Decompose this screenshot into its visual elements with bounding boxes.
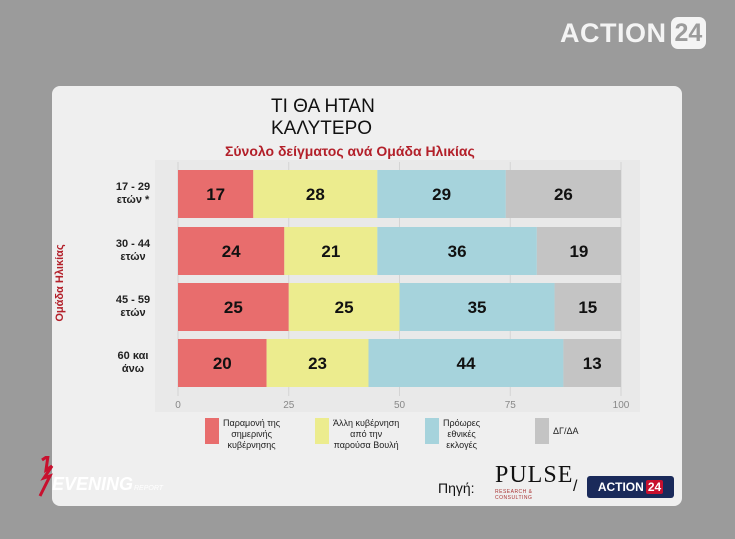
legend-item: Πρόωρες εθνικές εκλογές — [425, 418, 535, 451]
bar-segment — [377, 170, 506, 218]
bar-segment — [377, 227, 537, 275]
chart-subtitle: Σύνολο δείγματος ανά Ομάδα Ηλικίας — [225, 143, 475, 159]
category-label-line: άνω — [121, 363, 145, 375]
category-label: 30 - 44 ετών — [103, 238, 163, 264]
source-logo-number: 24 — [645, 480, 664, 494]
bar-value-label: 26 — [554, 185, 573, 204]
bar-segment — [253, 170, 378, 218]
x-tick-label: 100 — [613, 400, 630, 411]
bar-value-label: 15 — [578, 298, 597, 317]
bar-segment — [505, 170, 621, 218]
evening-report-logo: EVENING REPORT — [38, 456, 164, 497]
legend-item: Παραμονή της σημερινής κυβέρνησης — [205, 418, 315, 451]
bar-value-label: 21 — [321, 242, 340, 261]
legend-label: ΔΓ/ΔΑ — [553, 418, 578, 437]
bar-segment — [178, 339, 267, 387]
bar-value-label: 29 — [432, 185, 451, 204]
legend-item: Άλλη κυβέρνηση από την παρούσα Βουλή — [315, 418, 425, 451]
legend-label-line: εκλογές — [446, 440, 477, 450]
bar-value-label: 23 — [308, 354, 327, 373]
bar-segment — [178, 283, 289, 331]
bar-value-label: 19 — [569, 242, 588, 261]
legend-label-line: από την — [350, 429, 383, 439]
bar-segment — [563, 339, 621, 387]
legend-swatch — [535, 418, 549, 444]
bar-value-label: 35 — [468, 298, 487, 317]
x-tick-label: 50 — [394, 400, 406, 411]
chart-title-line-2: ΚΑΛΥΤΕΡΟ — [271, 118, 373, 139]
evening-word: EVENING — [52, 474, 133, 494]
category-label: 17 - 29 ετών * — [103, 181, 163, 207]
channel-logo-number: 24 — [670, 17, 707, 49]
legend-label-line: εθνικές — [447, 429, 476, 439]
bar-value-label: 25 — [335, 298, 354, 317]
legend-label: Πρόωρες εθνικές εκλογές — [443, 418, 480, 451]
x-tick-label: 25 — [283, 400, 295, 411]
bar-segment — [399, 283, 555, 331]
bar-segment — [284, 227, 378, 275]
category-label-line: ετών — [120, 251, 146, 263]
bar-segment — [368, 339, 564, 387]
bar-value-label: 17 — [206, 185, 225, 204]
category-label-line: 60 και — [117, 350, 149, 362]
legend-label: Άλλη κυβέρνηση από την παρούσα Βουλή — [333, 418, 399, 451]
bar-segment — [288, 283, 400, 331]
legend-swatch — [205, 418, 219, 444]
category-label-line: ετών — [120, 307, 146, 319]
report-word: REPORT — [134, 485, 164, 492]
bar-segment — [178, 227, 285, 275]
legend-label-line: Πρόωρες — [443, 418, 481, 428]
source-label: Πηγή: — [438, 480, 475, 496]
bar-value-label: 44 — [456, 354, 475, 373]
x-tick-label: 75 — [505, 400, 517, 411]
pulse-subtitle: RESEARCH & CONSULTING — [495, 489, 533, 501]
x-tick-label: 0 — [175, 400, 181, 411]
legend-label-line: Παραμονή της — [223, 418, 281, 428]
category-label-line: 45 - 59 — [115, 294, 151, 306]
category-label-line: ετών * — [116, 194, 150, 206]
legend-label-line: παρούσα Βουλή — [333, 440, 399, 450]
bar-segment — [266, 339, 369, 387]
channel-logo-word: ACTION — [560, 17, 667, 48]
category-label-line: 30 - 44 — [115, 238, 151, 250]
source-separator: / — [573, 478, 578, 495]
legend-item: ΔΓ/ΔΑ — [535, 418, 645, 451]
bar-value-label: 25 — [224, 298, 243, 317]
legend-label-line: σημερινής — [231, 429, 272, 439]
bar-value-label: 13 — [583, 354, 602, 373]
legend-label-line: κυβέρνησης — [227, 440, 276, 450]
channel-logo: ACTION 24 — [560, 15, 707, 51]
legend-swatch — [315, 418, 329, 444]
category-label: 45 - 59 ετών — [103, 294, 163, 320]
legend-label: Παραμονή της σημερινής κυβέρνησης — [223, 418, 280, 451]
bar-value-label: 24 — [222, 242, 241, 261]
legend-swatch — [425, 418, 439, 444]
legend-label-line: Άλλη κυβέρνηση — [333, 418, 400, 428]
bar-segment — [178, 170, 254, 218]
category-label: 60 και άνω — [103, 350, 163, 376]
source-logo-word: ACTION — [597, 480, 644, 494]
pulse-word: PULSE — [495, 462, 574, 488]
chart-title-line-1: ΤΙ ΘΑ ΗΤΑΝ — [271, 96, 375, 117]
legend-label-line: ΔΓ/ΔΑ — [553, 426, 579, 436]
bar-value-label: 20 — [213, 354, 232, 373]
bar-value-label: 28 — [306, 185, 325, 204]
bar-value-label: 36 — [448, 242, 467, 261]
bar-segment — [554, 283, 621, 331]
action24-source-logo: ACTION 24 — [587, 476, 674, 498]
category-label-line: 17 - 29 — [115, 181, 151, 193]
chart-title: ΤΙ ΘΑ ΗΤΑΝ ΚΑΛΥΤΕΡΟ — [271, 96, 375, 140]
pulse-logo: PULSE RESEARCH & CONSULTING — [495, 462, 574, 502]
legend: Παραμονή της σημερινής κυβέρνησης Άλλη κυβέ… — [205, 418, 645, 451]
bar-segment — [536, 227, 621, 275]
